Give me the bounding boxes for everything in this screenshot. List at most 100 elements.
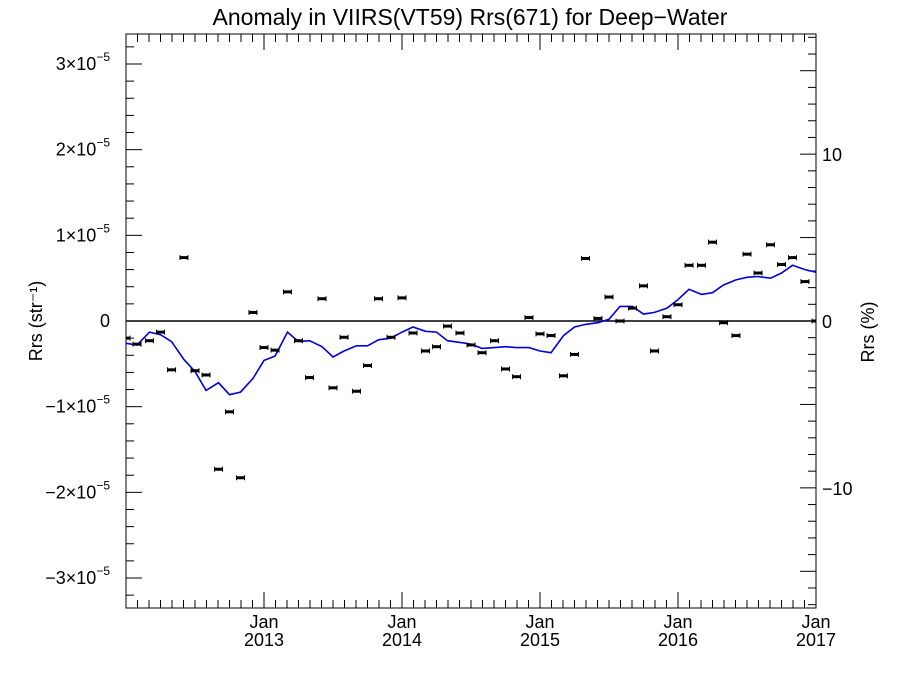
data-point (777, 262, 786, 266)
data-point (570, 352, 579, 356)
data-point (800, 280, 809, 284)
x-tick-label: Jan 2015 (520, 612, 560, 650)
trend-layer (125, 264, 817, 396)
x-tick-label-month: Jan (663, 612, 692, 632)
data-point (812, 319, 816, 323)
y-tick-exponent: −5 (96, 50, 110, 64)
y-tick-exponent: −5 (96, 393, 110, 407)
data-point (536, 332, 544, 336)
data-point (443, 324, 452, 328)
data-point (788, 256, 797, 260)
data-point (145, 339, 154, 343)
y-tick-mantissa: −2×10 (45, 482, 96, 502)
x-tick-label-month: Jan (525, 612, 554, 632)
y-tick-label-left: −2×10−5 (45, 478, 110, 502)
y-tick-exponent: −5 (96, 564, 110, 578)
data-point (766, 243, 775, 247)
data-point (650, 349, 659, 353)
data-point (559, 374, 568, 378)
data-point (214, 467, 223, 471)
data-point (581, 256, 590, 260)
data-point (478, 351, 487, 355)
x-tick-label-year: 2013 (244, 630, 284, 650)
data-point (685, 263, 694, 267)
data-point (731, 334, 740, 338)
chart-title: Anomaly in VIIRS(VT59) Rrs(671) for Deep… (213, 4, 728, 30)
y-tick-label-right: 10 (822, 145, 842, 165)
y-axis-label-right: Rrs (%) (858, 302, 878, 363)
data-point (639, 284, 648, 288)
data-point (697, 263, 706, 267)
x-tick-label-year: 2015 (520, 630, 560, 650)
y-tick-label-right: −10 (822, 479, 853, 499)
x-tick-label-year: 2016 (658, 630, 698, 650)
x-tick-label: Jan 2014 (382, 612, 422, 650)
data-point (719, 321, 728, 325)
axis-ticks (125, 34, 817, 608)
data-point (202, 373, 211, 377)
data-point (305, 376, 314, 380)
y-tick-label-left: 0 (100, 311, 110, 331)
data-point (179, 256, 188, 260)
y-axis-label-left: Rrs (str⁻¹) (26, 281, 46, 361)
data-point (512, 375, 521, 379)
data-point (674, 303, 682, 307)
y-tick-exponent: −5 (96, 478, 110, 492)
trend-line (125, 264, 817, 396)
x-tick-label-month: Jan (387, 612, 416, 632)
data-point (191, 369, 199, 373)
y-tick-label-left: 1×10−5 (56, 221, 111, 245)
y-tick-mantissa: 3×10 (56, 54, 97, 74)
data-point (547, 334, 556, 338)
y-tick-mantissa: −1×10 (45, 397, 96, 417)
x-tick-label-month: Jan (801, 612, 830, 632)
data-point (317, 297, 326, 301)
data-point (126, 336, 130, 340)
x-tick-label: Jan 2013 (244, 612, 284, 650)
y-tick-exponent: −5 (96, 136, 110, 150)
data-point (421, 349, 430, 353)
y-tick-label-left: 2×10−5 (56, 136, 111, 160)
data-point (363, 364, 372, 368)
data-point (225, 410, 234, 414)
data-point (340, 335, 349, 339)
data-point (743, 252, 751, 256)
points-layer (125, 239, 817, 481)
y-tick-label-right: 0 (822, 312, 832, 332)
y-tick-mantissa: 1×10 (56, 225, 97, 245)
data-point (754, 271, 763, 275)
data-point (294, 339, 303, 343)
x-tick-label-year: 2017 (796, 630, 836, 650)
data-point (398, 296, 406, 300)
data-point (490, 339, 499, 343)
data-point (593, 316, 602, 320)
y-tick-exponent: −5 (96, 221, 110, 235)
x-tick-label-year: 2014 (382, 630, 422, 650)
y-tick-mantissa: 0 (100, 311, 110, 331)
data-point (628, 306, 637, 310)
x-tick-label: Jan 2017 (796, 612, 836, 650)
data-point (260, 346, 268, 350)
data-point (167, 368, 176, 372)
data-point (374, 297, 383, 301)
data-point (616, 319, 625, 323)
data-point (156, 330, 165, 334)
x-tick-label: Jan 2016 (658, 612, 698, 650)
data-point (133, 342, 142, 346)
data-point (329, 386, 337, 390)
data-point (524, 316, 533, 320)
y-tick-mantissa: 2×10 (56, 140, 97, 160)
data-point (708, 240, 717, 244)
data-point (605, 295, 613, 299)
data-point (662, 315, 671, 319)
y-tick-mantissa: −3×10 (45, 568, 96, 588)
data-point (455, 331, 464, 335)
x-tick-label-month: Jan (249, 612, 278, 632)
data-point (248, 310, 257, 314)
data-point (432, 345, 441, 349)
data-point (283, 290, 292, 294)
y-tick-label-left: 3×10−5 (56, 50, 111, 74)
data-point (501, 367, 510, 371)
